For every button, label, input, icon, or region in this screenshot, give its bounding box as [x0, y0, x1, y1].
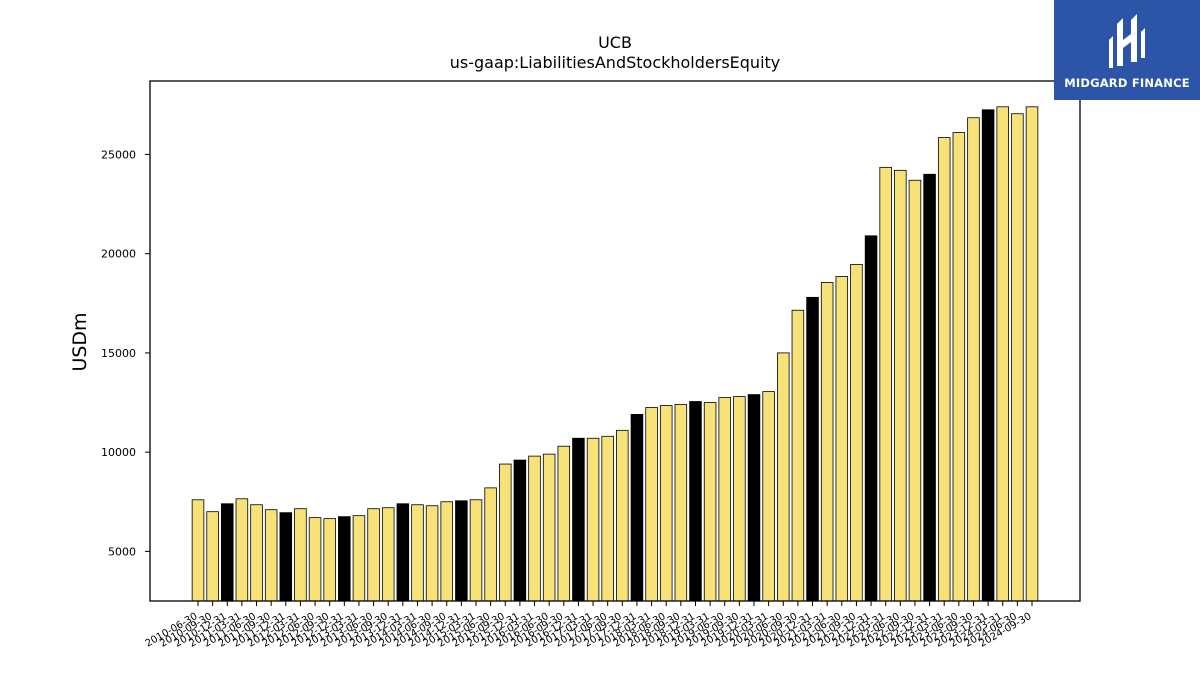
midgard-logo-icon: [1109, 14, 1145, 68]
plot-frame: [149, 80, 1081, 602]
bar-2022-12-31: [923, 173, 936, 602]
bar-2014-03-31: [411, 504, 424, 602]
y-tick-label: 15000: [101, 347, 136, 360]
y-tick-label: 20000: [101, 248, 136, 261]
bar-2012-03-31: [294, 508, 307, 602]
bar-2011-03-31: [235, 498, 249, 602]
bars: [191, 106, 1039, 602]
bar-2021-09-30: [850, 264, 863, 602]
bar-2017-03-31: [586, 437, 600, 602]
bar-2018-06-30: [659, 405, 673, 602]
bar-2016-06-30: [542, 453, 556, 602]
logo-text: MIDGARD FINANCE: [1064, 76, 1190, 90]
y-tick-label: 10000: [101, 446, 136, 459]
bar-2021-06-30: [835, 276, 849, 602]
bar-2012-06-30: [308, 517, 322, 602]
bar-2024-09-30: [1025, 106, 1039, 602]
bar-2021-03-31: [820, 282, 834, 602]
bar-2019-03-31: [703, 402, 717, 602]
y-axis-label: USDm: [69, 312, 91, 371]
bar-2014-09-30: [440, 501, 453, 602]
bar-2010-12-31: [221, 503, 234, 602]
chart-subtitle: us-gaap:LiabilitiesAndStockholdersEquity: [450, 53, 781, 72]
bar-2011-09-30: [264, 509, 278, 602]
bar-2024-06-30: [1011, 113, 1024, 602]
bar-2022-09-30: [908, 179, 922, 602]
bar-2018-03-31: [645, 407, 658, 602]
chart-title: UCB: [598, 33, 632, 52]
x-axis-ticks: 2010-06-302010-09-302010-12-312011-03-31…: [144, 601, 1034, 650]
bar-2011-12-31: [279, 512, 293, 602]
y-axis-ticks: 5000 10000 15000 20000 25000: [101, 148, 150, 558]
bar-2017-12-31: [630, 414, 644, 602]
bar-2018-09-30: [674, 404, 688, 602]
bar-2013-09-30: [381, 507, 395, 602]
y-tick-label: 25000: [101, 148, 136, 161]
bar-2013-03-31: [352, 515, 366, 602]
bar-2023-06-30: [952, 132, 966, 602]
bar-2020-03-31: [762, 391, 775, 602]
bar-2011-06-30: [250, 504, 263, 602]
bar-2019-12-31: [747, 394, 761, 602]
bar-2016-09-30: [557, 445, 571, 602]
bar-2015-03-31: [469, 499, 483, 602]
bar-2020-12-31: [806, 296, 819, 602]
bar-2021-12-31: [864, 235, 878, 602]
bar-2022-03-31: [879, 166, 892, 602]
bar-2014-06-30: [425, 505, 439, 602]
bar-2016-03-31: [528, 455, 541, 602]
bar-2023-12-31: [981, 109, 995, 602]
bar-2023-03-31: [937, 137, 951, 602]
bar-2023-09-30: [967, 117, 980, 602]
bar-2015-12-31: [513, 459, 527, 602]
bar-2010-09-30: [206, 511, 219, 602]
bar-2013-12-31: [396, 503, 410, 602]
bar-2010-06-30: [191, 499, 205, 602]
bar-2024-03-31: [996, 106, 1009, 602]
bar-2016-12-31: [572, 437, 585, 602]
bar-2012-09-30: [323, 518, 336, 602]
bar-2014-12-31: [455, 500, 468, 602]
y-tick-label: 5000: [108, 545, 136, 558]
bar-2020-06-30: [777, 352, 790, 602]
bar-2019-06-30: [718, 397, 731, 602]
bar-2019-09-30: [733, 396, 746, 602]
bar-2015-06-30: [484, 487, 497, 602]
bar-2012-12-31: [338, 516, 351, 602]
bar-2015-09-30: [499, 463, 512, 602]
bar-2013-06-30: [367, 508, 380, 602]
bar-2017-09-30: [616, 429, 629, 602]
midgard-finance-logo: MIDGARD FINANCE: [1054, 0, 1200, 100]
bar-2022-06-30: [894, 169, 907, 602]
bar-2018-12-31: [689, 401, 702, 602]
bar-2020-09-30: [791, 309, 805, 602]
bar-2017-06-30: [601, 435, 614, 602]
